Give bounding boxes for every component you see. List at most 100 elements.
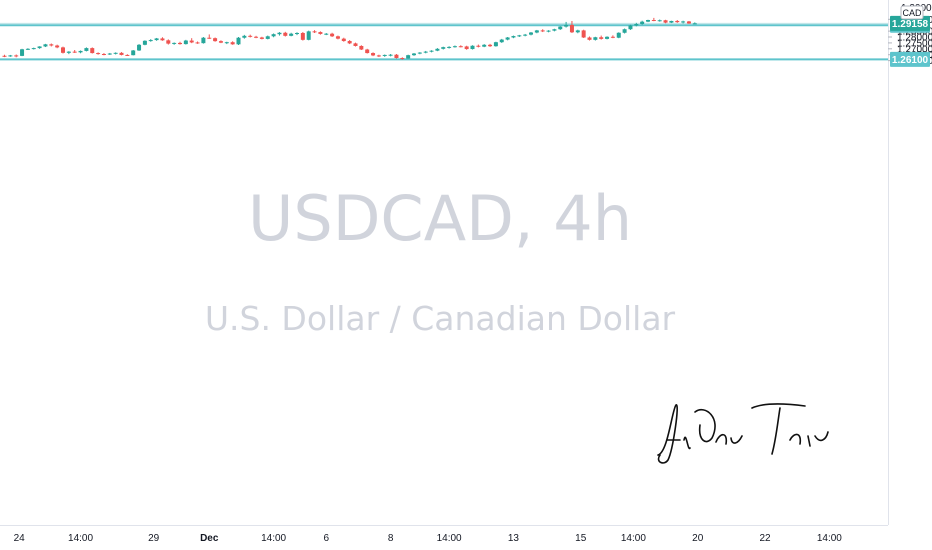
- candle[interactable]: [271, 33, 276, 38]
- candle[interactable]: [605, 36, 610, 40]
- candle[interactable]: [640, 20, 645, 25]
- candle[interactable]: [558, 26, 563, 30]
- candle[interactable]: [353, 42, 358, 47]
- candle[interactable]: [488, 43, 493, 47]
- candle[interactable]: [447, 46, 452, 49]
- candle[interactable]: [371, 52, 376, 57]
- candle[interactable]: [359, 45, 364, 50]
- candle[interactable]: [464, 45, 469, 50]
- candle[interactable]: [511, 35, 516, 39]
- candle[interactable]: [517, 34, 522, 38]
- candle[interactable]: [236, 37, 241, 46]
- candle[interactable]: [429, 50, 434, 53]
- candle[interactable]: [423, 50, 428, 54]
- candle[interactable]: [406, 54, 411, 59]
- candle[interactable]: [8, 54, 13, 57]
- candle[interactable]: [43, 43, 48, 48]
- candle[interactable]: [505, 37, 510, 41]
- candle[interactable]: [31, 47, 36, 50]
- candle[interactable]: [324, 32, 329, 36]
- candle[interactable]: [230, 41, 235, 45]
- candle[interactable]: [540, 29, 545, 33]
- candle[interactable]: [681, 20, 686, 24]
- candle[interactable]: [172, 42, 177, 45]
- candle[interactable]: [55, 44, 60, 49]
- candle[interactable]: [254, 35, 259, 39]
- candle[interactable]: [663, 19, 668, 24]
- candle[interactable]: [470, 45, 475, 50]
- candle[interactable]: [224, 41, 229, 45]
- candle[interactable]: [646, 19, 650, 23]
- candle[interactable]: [692, 22, 697, 25]
- candle[interactable]: [441, 46, 446, 50]
- candle[interactable]: [137, 44, 142, 51]
- candle[interactable]: [101, 53, 106, 56]
- candle[interactable]: [131, 49, 136, 56]
- candle[interactable]: [125, 54, 130, 56]
- candle[interactable]: [265, 35, 270, 40]
- candle[interactable]: [622, 28, 627, 34]
- candle[interactable]: [160, 37, 165, 41]
- price-axis[interactable]: 1.260001.265001.270001.275001.280001.285…: [888, 0, 932, 525]
- candle[interactable]: [148, 39, 153, 42]
- candle[interactable]: [14, 54, 19, 58]
- candle[interactable]: [189, 38, 194, 44]
- candle[interactable]: [119, 52, 124, 56]
- candle[interactable]: [218, 40, 223, 44]
- candle[interactable]: [657, 19, 662, 22]
- candle[interactable]: [669, 20, 674, 24]
- candle[interactable]: [417, 52, 422, 55]
- candle[interactable]: [178, 41, 182, 45]
- candle[interactable]: [248, 34, 253, 38]
- candle[interactable]: [242, 34, 247, 39]
- candle[interactable]: [295, 32, 299, 36]
- candle[interactable]: [66, 51, 71, 55]
- candle[interactable]: [546, 30, 551, 33]
- candle[interactable]: [376, 54, 381, 58]
- candle[interactable]: [90, 47, 95, 54]
- candle[interactable]: [213, 37, 218, 42]
- candle[interactable]: [452, 45, 457, 48]
- candle[interactable]: [201, 37, 206, 44]
- candle[interactable]: [96, 52, 101, 55]
- candle[interactable]: [37, 46, 42, 49]
- candle[interactable]: [335, 35, 340, 40]
- candle[interactable]: [341, 37, 346, 42]
- candle[interactable]: [318, 31, 323, 35]
- candle[interactable]: [523, 33, 528, 37]
- candle[interactable]: [2, 54, 7, 58]
- candle[interactable]: [400, 57, 405, 60]
- candle[interactable]: [84, 47, 89, 52]
- candle[interactable]: [651, 17, 656, 22]
- candle[interactable]: [458, 45, 463, 48]
- candlestick-series[interactable]: [2, 17, 697, 60]
- candle[interactable]: [686, 20, 691, 24]
- candle[interactable]: [107, 52, 112, 55]
- candle[interactable]: [564, 21, 569, 28]
- candle[interactable]: [599, 35, 604, 40]
- horizontal-levels[interactable]: [0, 22, 888, 61]
- candle[interactable]: [113, 52, 118, 55]
- candle[interactable]: [628, 24, 633, 30]
- candle[interactable]: [300, 32, 305, 41]
- candle[interactable]: [394, 54, 399, 59]
- candle[interactable]: [435, 48, 440, 52]
- candle[interactable]: [476, 44, 481, 48]
- currency-badge[interactable]: CAD: [900, 5, 924, 20]
- candle[interactable]: [154, 37, 159, 41]
- candle[interactable]: [312, 30, 317, 33]
- candle[interactable]: [634, 22, 639, 27]
- candle[interactable]: [675, 20, 680, 23]
- candle[interactable]: [388, 54, 393, 57]
- candle[interactable]: [616, 32, 621, 39]
- candle[interactable]: [166, 39, 171, 45]
- candle[interactable]: [289, 32, 294, 37]
- candle[interactable]: [482, 44, 487, 48]
- candle[interactable]: [587, 36, 592, 41]
- candle[interactable]: [365, 48, 370, 54]
- candle[interactable]: [277, 32, 282, 36]
- candle[interactable]: [61, 46, 65, 54]
- candle[interactable]: [20, 48, 25, 57]
- candle[interactable]: [569, 20, 574, 33]
